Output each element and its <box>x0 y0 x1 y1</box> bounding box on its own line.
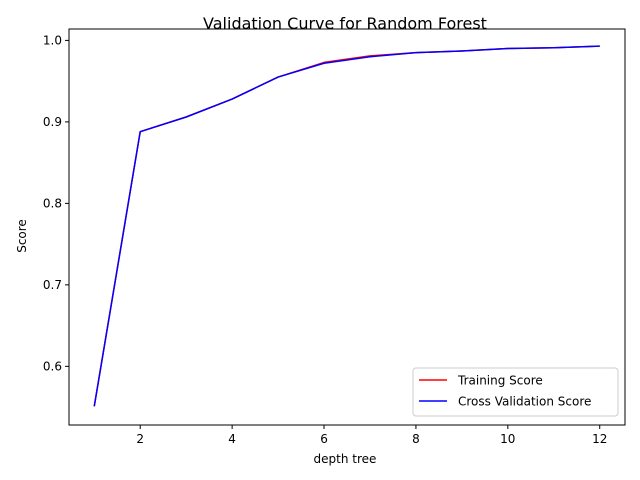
plot-frame <box>68 28 626 426</box>
plot-area <box>93 45 600 407</box>
y-tick-label: 0.6 <box>43 359 62 373</box>
x-tick-label: 4 <box>228 432 236 446</box>
series-line-cross-validation-score <box>93 45 600 407</box>
legend-label-cross-validation-score: Cross Validation Score <box>458 395 591 409</box>
x-tick-label: 8 <box>412 432 420 446</box>
y-axis: 0.6 0.7 0.8 0.9 1.0 <box>43 33 69 373</box>
x-tick-label: 12 <box>592 432 607 446</box>
x-axis: 2 4 6 8 10 12 <box>136 425 607 446</box>
y-tick-label: 0.8 <box>43 196 62 210</box>
y-tick-label: 0.9 <box>43 115 62 129</box>
y-axis-label: Score <box>15 219 29 253</box>
legend-box <box>412 367 619 417</box>
x-axis-label: depth tree <box>314 452 377 466</box>
legend: Training Score Cross Validation Score <box>412 367 619 417</box>
chart-title: Validation Curve for Random Forest <box>203 14 487 33</box>
y-tick-label: 1.0 <box>43 33 62 47</box>
x-tick-label: 10 <box>500 432 515 446</box>
legend-label-training-score: Training Score <box>457 374 543 388</box>
x-tick-label: 2 <box>136 432 144 446</box>
series-line-training-score <box>93 45 600 407</box>
y-tick-label: 0.7 <box>43 278 62 292</box>
x-tick-label: 6 <box>320 432 328 446</box>
